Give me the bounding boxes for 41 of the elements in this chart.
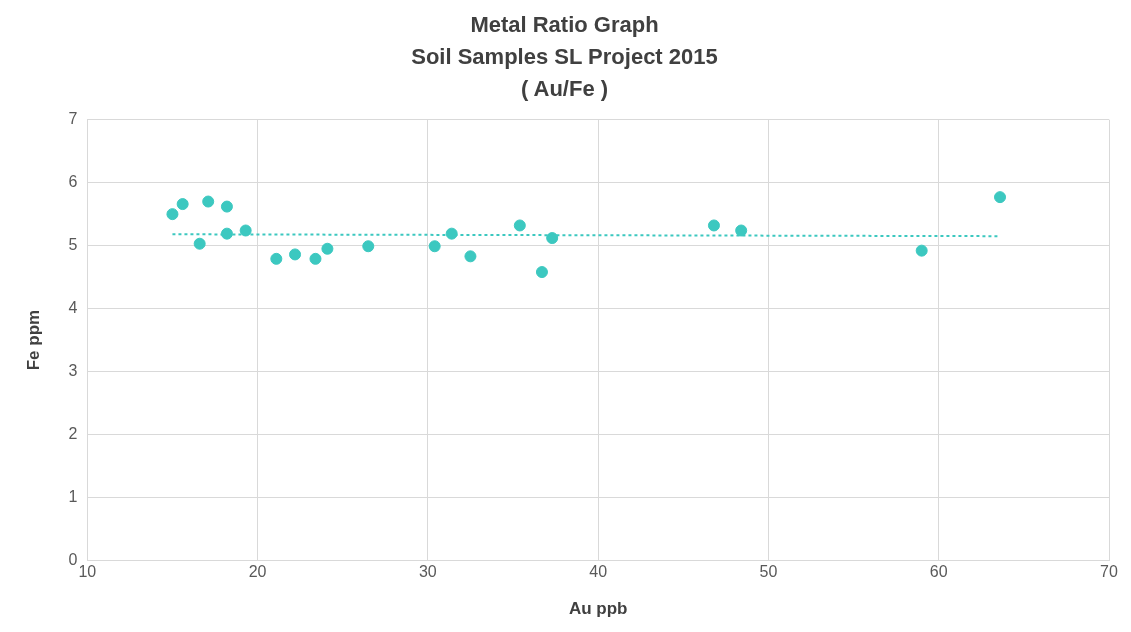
point: [309, 252, 322, 265]
y-tick-label: 3: [68, 361, 78, 379]
x-tick-label: 50: [759, 563, 778, 581]
point: [915, 244, 928, 257]
x-tick-label: 70: [1100, 563, 1118, 581]
y-tick-label: 0: [68, 550, 78, 568]
point: [513, 219, 526, 232]
y-tick-label: 4: [68, 298, 78, 316]
y-axis-title: Fe ppm: [23, 309, 43, 371]
x-tick-label: 30: [418, 563, 437, 581]
point: [289, 248, 302, 261]
y-tick-label: 2: [68, 424, 78, 442]
point: [546, 232, 559, 245]
point: [193, 237, 206, 250]
x-tick-label: 10: [78, 563, 97, 581]
point: [464, 250, 477, 263]
chart-subtitle: Soil Samples SL Project 2015 ( Au/Fe ): [411, 43, 718, 101]
x-axis-title: Au ppb: [568, 599, 628, 619]
chart-title: Metal Ratio Graph: [470, 12, 659, 38]
point: [239, 224, 252, 237]
point: [994, 191, 1007, 204]
x-tick-label: 40: [589, 563, 608, 581]
point: [202, 195, 215, 208]
y-tick-label: 1: [68, 487, 78, 505]
x-tick-label: 60: [929, 563, 948, 581]
point: [166, 208, 179, 221]
y-tick-label: 7: [68, 110, 78, 128]
point: [707, 219, 720, 232]
point: [321, 242, 334, 255]
x-tick-label: 20: [248, 563, 267, 581]
point: [535, 266, 548, 279]
point: [445, 227, 458, 240]
y-tick-label: 5: [68, 236, 78, 254]
y-tick-label: 6: [68, 173, 78, 191]
point: [270, 252, 283, 265]
point: [428, 240, 441, 253]
point: [176, 198, 189, 211]
point: [220, 227, 233, 240]
point: [735, 224, 748, 237]
point: [220, 200, 233, 213]
point: [362, 240, 375, 253]
